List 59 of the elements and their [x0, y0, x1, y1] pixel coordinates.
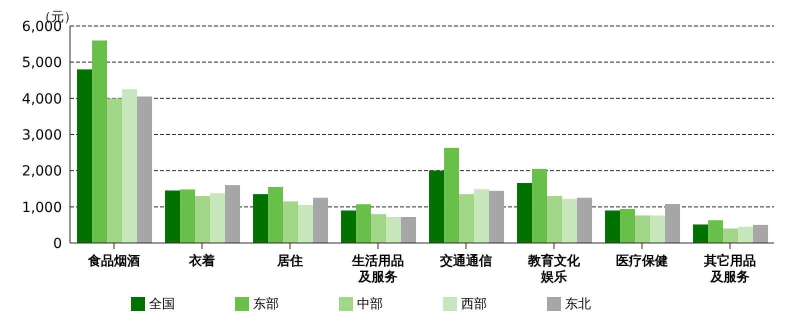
- bar: [620, 209, 636, 243]
- legend-label: 东北: [565, 297, 591, 312]
- bar: [165, 190, 180, 243]
- bar: [371, 214, 386, 243]
- x-tick-label: 衣着: [188, 253, 215, 269]
- bar: [532, 168, 548, 243]
- x-tick-label: 其它用品及服务: [703, 253, 756, 285]
- x-tick-label: 教育文化娱乐: [527, 253, 581, 285]
- bar: [650, 216, 666, 243]
- bar: [298, 205, 314, 243]
- bar: [225, 185, 240, 243]
- bar: [517, 182, 532, 243]
- bar: [489, 190, 504, 243]
- x-tick-label: 生活用品及服务: [351, 254, 404, 285]
- bar: [268, 186, 284, 243]
- bar: [195, 196, 210, 243]
- bar: [122, 89, 138, 243]
- bar: [708, 220, 724, 243]
- bar: [180, 189, 196, 243]
- bar: [401, 216, 416, 243]
- bar: [107, 98, 122, 243]
- bar: [313, 198, 328, 243]
- bar: [753, 224, 768, 243]
- bar: [605, 210, 620, 243]
- bar: [77, 69, 92, 243]
- bar: [723, 228, 738, 243]
- legend-label: 中部: [357, 297, 383, 312]
- y-tick-label: 5,000: [22, 55, 62, 72]
- bar: [356, 204, 372, 243]
- y-tick-label: 3,000: [22, 127, 62, 144]
- bar: [635, 216, 650, 243]
- x-tick-label: 交通通信: [439, 253, 492, 269]
- y-tick-label: 2,000: [22, 164, 62, 180]
- bar: [562, 198, 578, 243]
- x-tick-label: 食品烟酒: [87, 253, 140, 269]
- bar: [693, 224, 708, 243]
- bar: [210, 193, 226, 243]
- x-tick-label: 医疗保健: [616, 253, 668, 269]
- x-tick-label: 居住: [276, 254, 303, 269]
- legend-label: 东部: [253, 297, 279, 312]
- bar: [547, 196, 562, 243]
- bar: [429, 170, 444, 243]
- bar: [341, 210, 356, 243]
- bar: [738, 226, 754, 243]
- y-tick-label: 0: [53, 236, 62, 252]
- bar: [283, 201, 298, 243]
- bar: [459, 194, 474, 243]
- bar: [253, 194, 268, 243]
- bar: [137, 96, 152, 243]
- legend-label: 西部: [461, 297, 487, 312]
- bar: [92, 40, 108, 243]
- bar: [444, 148, 460, 243]
- legend-label: 全国: [149, 297, 175, 312]
- bar: [577, 198, 592, 243]
- bar: [665, 204, 680, 243]
- y-tick-label: 1,000: [22, 200, 62, 216]
- y-tick-label: 4,000: [22, 91, 62, 108]
- bar: [386, 216, 402, 243]
- bar: [474, 189, 490, 243]
